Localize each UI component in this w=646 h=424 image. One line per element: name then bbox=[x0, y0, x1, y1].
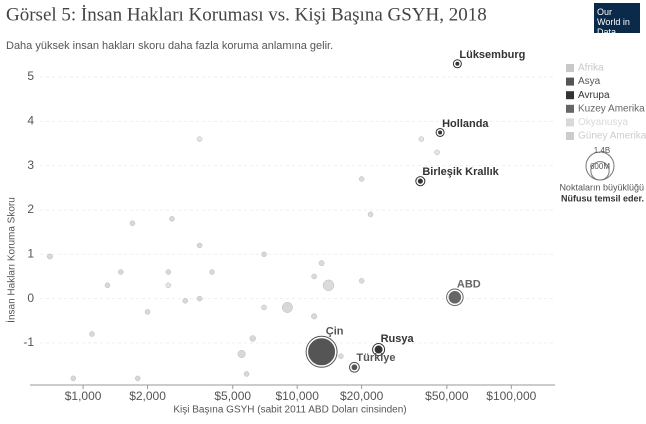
logo-wrap: Our World in Data bbox=[597, 7, 630, 33]
x-tick-label: $10,000 bbox=[275, 389, 319, 403]
size-legend-circle bbox=[590, 161, 610, 181]
bubble bbox=[237, 349, 246, 358]
y-tick-label: 4 bbox=[27, 114, 34, 128]
bubble bbox=[373, 344, 384, 355]
x-tick-label: $100,000 bbox=[486, 389, 536, 403]
point-label: Çin bbox=[326, 326, 344, 338]
bubble bbox=[89, 331, 95, 337]
size-legend-label: 600M bbox=[590, 162, 610, 171]
bubble bbox=[434, 149, 440, 156]
bubble-ring bbox=[435, 127, 445, 137]
bubble bbox=[165, 269, 172, 275]
bubble bbox=[261, 304, 267, 311]
bubble bbox=[134, 375, 141, 382]
legend-label: Asya bbox=[578, 76, 601, 87]
y-tick-label: 3 bbox=[27, 158, 34, 172]
bubble bbox=[322, 279, 335, 291]
bubble bbox=[358, 278, 365, 284]
bubble bbox=[196, 295, 203, 302]
x-tick-label: $5,000 bbox=[214, 389, 251, 403]
bubble bbox=[209, 269, 215, 275]
size-legend-title: Noktaların büyüklüğü bbox=[559, 182, 644, 192]
logo-box bbox=[594, 3, 640, 33]
bubble bbox=[454, 60, 461, 67]
chart-subtitle: Daha yüksek insan hakları skoru daha faz… bbox=[6, 40, 333, 52]
bubble bbox=[47, 253, 53, 260]
bubble-ring bbox=[372, 343, 386, 357]
x-tick-label: $2,000 bbox=[129, 389, 166, 403]
legend-label: Kuzey Amerika bbox=[578, 103, 645, 114]
legend-label: Avrupa bbox=[578, 90, 610, 101]
bubble bbox=[169, 216, 175, 222]
legend-swatch bbox=[566, 64, 574, 72]
x-tick-label: $1,000 bbox=[65, 389, 102, 403]
legend-swatch bbox=[566, 118, 574, 127]
y-tick-label: 2 bbox=[27, 202, 34, 216]
bubble bbox=[416, 177, 424, 185]
y-axis-label: İnsan Hakları Koruma Skoru bbox=[5, 197, 18, 323]
legend-label: Okyanusya bbox=[578, 117, 628, 128]
bubble bbox=[318, 260, 325, 267]
legend-label: Afrika bbox=[578, 63, 604, 74]
bubble bbox=[281, 302, 293, 313]
bubble-ring bbox=[415, 176, 426, 187]
bubble bbox=[418, 136, 425, 142]
bubble-ring bbox=[349, 361, 360, 373]
y-tick-label: 0 bbox=[27, 291, 34, 305]
legend-label: Güney Amerika bbox=[578, 131, 646, 142]
bubble bbox=[243, 371, 250, 377]
legend-swatch bbox=[566, 132, 574, 140]
bubble bbox=[104, 282, 111, 289]
point-label: Hollanda bbox=[442, 118, 489, 130]
bubble bbox=[447, 290, 463, 305]
bubble bbox=[144, 309, 151, 315]
x-tick-label: $50,000 bbox=[425, 389, 469, 403]
point-label: Lüksemburg bbox=[459, 49, 525, 61]
y-tick-label: 5 bbox=[27, 69, 34, 83]
bubble bbox=[307, 337, 337, 367]
logo: Our World in Data bbox=[597, 7, 630, 33]
x-tick-label: $20,000 bbox=[340, 389, 384, 403]
bubble bbox=[182, 298, 188, 304]
point-label: Rusya bbox=[381, 333, 415, 345]
bubble bbox=[70, 375, 77, 382]
x-axis-label: Kişi Başına GSYH (sabit 2011 ABD Doları … bbox=[173, 405, 406, 416]
bubble bbox=[350, 363, 359, 372]
bubble bbox=[196, 242, 203, 249]
point-label: ABD bbox=[457, 278, 481, 290]
bubble bbox=[311, 313, 318, 320]
bubble bbox=[358, 176, 365, 182]
bubble-ring bbox=[452, 59, 462, 69]
size-legend-label: 1.4B bbox=[594, 146, 610, 155]
bubble bbox=[118, 269, 124, 275]
point-label: Birleşik Krallık bbox=[422, 166, 499, 178]
bubble bbox=[367, 211, 374, 218]
bubble bbox=[261, 251, 267, 258]
chart-title: Görsel 5: İnsan Hakları Koruması vs. Kiş… bbox=[6, 4, 487, 25]
y-tick-label: -1 bbox=[23, 335, 34, 349]
bubble bbox=[338, 353, 344, 359]
bubble bbox=[196, 136, 203, 142]
legend-swatch bbox=[566, 104, 574, 113]
point-label: Türkiye bbox=[356, 352, 395, 364]
legend-swatch bbox=[566, 77, 574, 86]
bubble-ring bbox=[446, 288, 464, 307]
bubble bbox=[165, 282, 172, 289]
bubble bbox=[129, 220, 136, 227]
bubble bbox=[437, 129, 444, 136]
bubble-ring bbox=[305, 335, 338, 368]
bubble bbox=[249, 335, 256, 342]
y-tick-label: 1 bbox=[27, 246, 34, 260]
legend-swatch bbox=[566, 91, 574, 100]
size-legend-subtitle: Nüfusu temsil eder. bbox=[561, 193, 644, 203]
bubble bbox=[311, 273, 317, 280]
